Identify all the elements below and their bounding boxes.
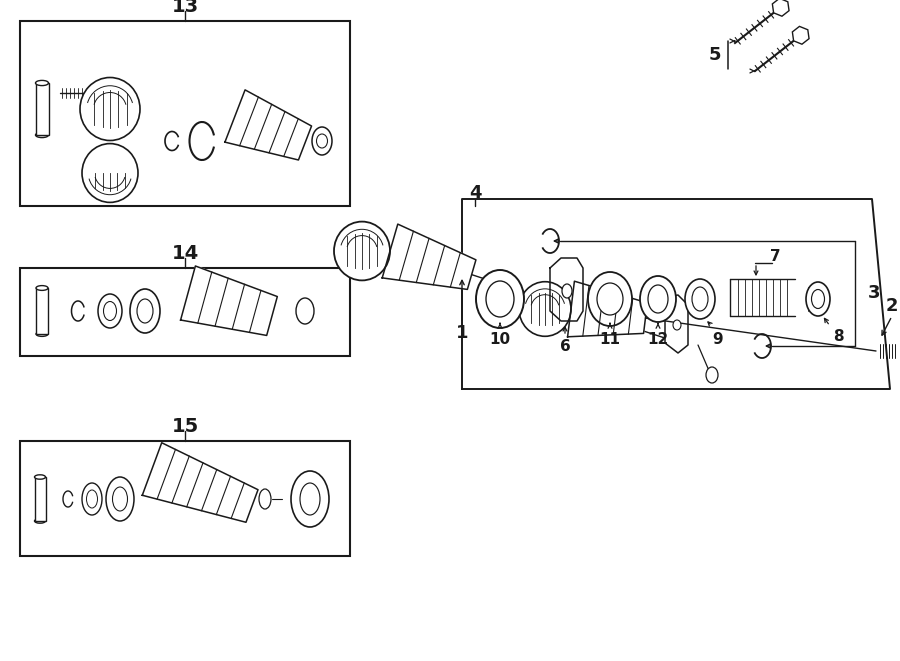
Ellipse shape xyxy=(486,281,514,317)
Polygon shape xyxy=(225,90,311,160)
Ellipse shape xyxy=(106,477,134,521)
Ellipse shape xyxy=(640,276,676,322)
Ellipse shape xyxy=(812,290,824,309)
Ellipse shape xyxy=(317,134,328,148)
Bar xyxy=(20,268,350,356)
Ellipse shape xyxy=(104,301,116,321)
Polygon shape xyxy=(665,295,688,353)
Ellipse shape xyxy=(112,487,128,511)
Ellipse shape xyxy=(34,519,46,524)
Text: 13: 13 xyxy=(171,0,199,15)
Bar xyxy=(20,21,350,206)
Text: 5: 5 xyxy=(709,46,721,64)
Polygon shape xyxy=(568,281,647,337)
Ellipse shape xyxy=(82,483,102,515)
Text: 15: 15 xyxy=(171,416,199,436)
Ellipse shape xyxy=(130,289,160,333)
Ellipse shape xyxy=(692,287,708,311)
Ellipse shape xyxy=(300,483,320,515)
Polygon shape xyxy=(382,224,476,290)
Text: 11: 11 xyxy=(599,332,620,346)
Polygon shape xyxy=(181,266,277,335)
Ellipse shape xyxy=(562,284,572,298)
Ellipse shape xyxy=(312,127,332,155)
Ellipse shape xyxy=(806,282,830,316)
Text: 12: 12 xyxy=(647,332,669,346)
Bar xyxy=(35,83,49,135)
Bar xyxy=(20,441,350,556)
Text: 9: 9 xyxy=(713,332,724,346)
Ellipse shape xyxy=(86,490,97,508)
Ellipse shape xyxy=(35,81,49,86)
Polygon shape xyxy=(550,258,583,321)
Ellipse shape xyxy=(588,272,632,326)
Text: 8: 8 xyxy=(832,329,843,344)
Bar xyxy=(34,477,46,521)
Text: 10: 10 xyxy=(490,332,510,346)
Ellipse shape xyxy=(36,286,48,290)
Ellipse shape xyxy=(259,489,271,509)
Ellipse shape xyxy=(334,221,390,280)
Ellipse shape xyxy=(597,283,623,315)
Ellipse shape xyxy=(36,332,48,336)
Bar xyxy=(36,288,48,334)
Text: 3: 3 xyxy=(868,284,880,302)
Ellipse shape xyxy=(291,471,329,527)
Text: 6: 6 xyxy=(560,338,571,354)
Ellipse shape xyxy=(296,298,314,324)
Text: 4: 4 xyxy=(469,184,482,202)
Ellipse shape xyxy=(648,285,668,313)
Ellipse shape xyxy=(35,132,49,137)
Text: 2: 2 xyxy=(886,297,898,315)
Ellipse shape xyxy=(82,143,138,202)
Ellipse shape xyxy=(34,475,46,479)
Ellipse shape xyxy=(706,367,718,383)
Ellipse shape xyxy=(476,270,524,328)
Ellipse shape xyxy=(137,299,153,323)
Ellipse shape xyxy=(685,279,715,319)
Text: 1: 1 xyxy=(455,324,468,342)
Ellipse shape xyxy=(98,294,122,328)
Text: 14: 14 xyxy=(171,243,199,262)
Ellipse shape xyxy=(519,282,571,336)
Ellipse shape xyxy=(80,77,140,141)
Text: 7: 7 xyxy=(770,249,780,264)
Ellipse shape xyxy=(673,320,681,330)
Polygon shape xyxy=(142,443,258,522)
